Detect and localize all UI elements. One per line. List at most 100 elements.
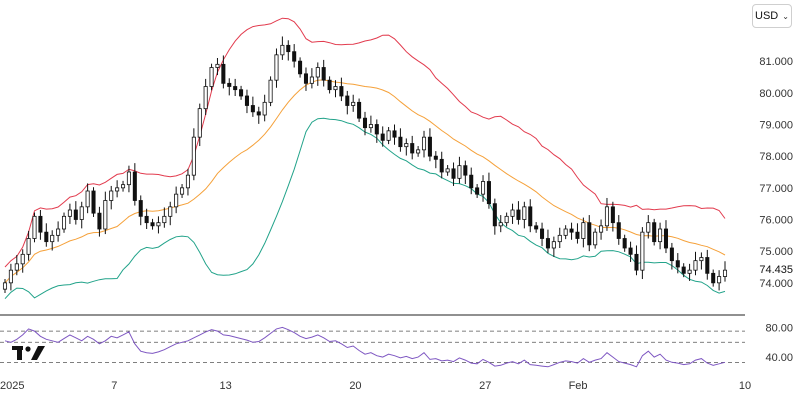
candle-body	[233, 86, 238, 91]
candle-body	[180, 187, 185, 195]
candle-body	[97, 212, 102, 230]
price-tick-label: 80.000	[759, 88, 793, 100]
candle	[50, 230, 55, 251]
oscillator-tick-label: 80.00	[765, 322, 793, 334]
candle-body	[26, 238, 31, 255]
candle	[150, 218, 155, 230]
time-tick-label: 20	[349, 380, 361, 392]
candle-body	[557, 234, 562, 243]
tradingview-logo[interactable]	[12, 343, 46, 361]
candle-body	[8, 269, 13, 284]
candle-body	[109, 190, 114, 201]
candle	[421, 130, 427, 158]
lower-band-line	[4, 117, 726, 300]
candle	[628, 241, 633, 262]
candle	[563, 225, 568, 240]
candle-body	[309, 76, 314, 84]
candle	[717, 270, 722, 291]
candle-body	[610, 206, 615, 224]
candle-body	[410, 143, 415, 154]
candle	[675, 253, 680, 274]
candle-body	[73, 209, 78, 220]
candle-body	[587, 222, 592, 246]
candle	[374, 119, 379, 143]
upper-band-line	[4, 17, 726, 268]
candle	[286, 40, 291, 61]
candle	[262, 94, 267, 122]
price-axis: 81.000 80.000 79.000 78.000 77.000 76.000 75.0…	[759, 56, 793, 290]
candle-body	[469, 174, 474, 189]
candle-body	[504, 215, 509, 224]
candle-body	[286, 44, 291, 53]
candle-body	[427, 136, 432, 157]
candle-body	[2, 282, 8, 290]
candle-body	[475, 187, 480, 195]
candle-body	[717, 276, 722, 284]
candle	[351, 94, 356, 112]
candle-body	[174, 193, 179, 208]
candle-body	[357, 101, 362, 119]
candle-body	[711, 272, 716, 284]
candle	[540, 222, 545, 247]
candle-body	[421, 136, 427, 151]
candle	[522, 201, 527, 229]
candle-body	[463, 165, 468, 176]
candle	[451, 162, 456, 186]
candle	[61, 212, 67, 233]
candle-body	[280, 44, 285, 56]
time-tick-label: 7	[111, 380, 117, 392]
candle-body	[156, 222, 161, 227]
candle-body	[510, 209, 515, 217]
candle-body	[144, 215, 149, 224]
candle	[646, 215, 651, 239]
candle	[321, 59, 326, 87]
candle-body	[185, 174, 190, 189]
candle-body	[138, 200, 143, 217]
candle-body	[56, 228, 61, 236]
candle-body	[132, 171, 137, 201]
candle	[634, 245, 639, 276]
candle	[410, 135, 415, 160]
time-tick-label: 13	[219, 380, 231, 392]
candle	[67, 203, 72, 224]
currency-selector[interactable]: USD ⌄	[752, 4, 792, 28]
candle-body	[345, 95, 350, 106]
candle-body	[50, 234, 55, 243]
candle	[699, 252, 704, 270]
candle	[492, 198, 497, 235]
candle-body	[722, 269, 728, 277]
candle-body	[687, 269, 692, 274]
candle	[616, 215, 621, 245]
candle	[510, 203, 515, 224]
candle-body	[457, 165, 462, 179]
candle	[345, 90, 350, 115]
candle	[599, 219, 604, 240]
candle	[604, 197, 609, 231]
candle-body	[150, 222, 155, 227]
candle-body	[126, 171, 131, 186]
candle	[705, 249, 710, 280]
candle-body	[640, 231, 645, 271]
candle	[32, 212, 37, 243]
candle	[309, 68, 314, 89]
candle-body	[315, 67, 320, 78]
candle	[185, 168, 190, 196]
time-tick-label: 10	[739, 380, 751, 392]
candle	[386, 127, 391, 145]
candle	[168, 201, 173, 226]
candle-body	[38, 215, 43, 233]
middle-band-line	[4, 79, 726, 284]
candlesticks	[2, 36, 728, 293]
candle-body	[663, 228, 669, 249]
candle-body	[221, 63, 226, 84]
candle	[44, 223, 49, 247]
price-tick-label: 78.000	[759, 151, 793, 163]
candle	[593, 228, 598, 249]
currency-label: USD	[755, 10, 779, 22]
candle	[569, 222, 574, 240]
candle-body	[85, 190, 90, 208]
candle	[2, 279, 8, 293]
candle	[227, 78, 232, 96]
candle	[669, 242, 674, 270]
